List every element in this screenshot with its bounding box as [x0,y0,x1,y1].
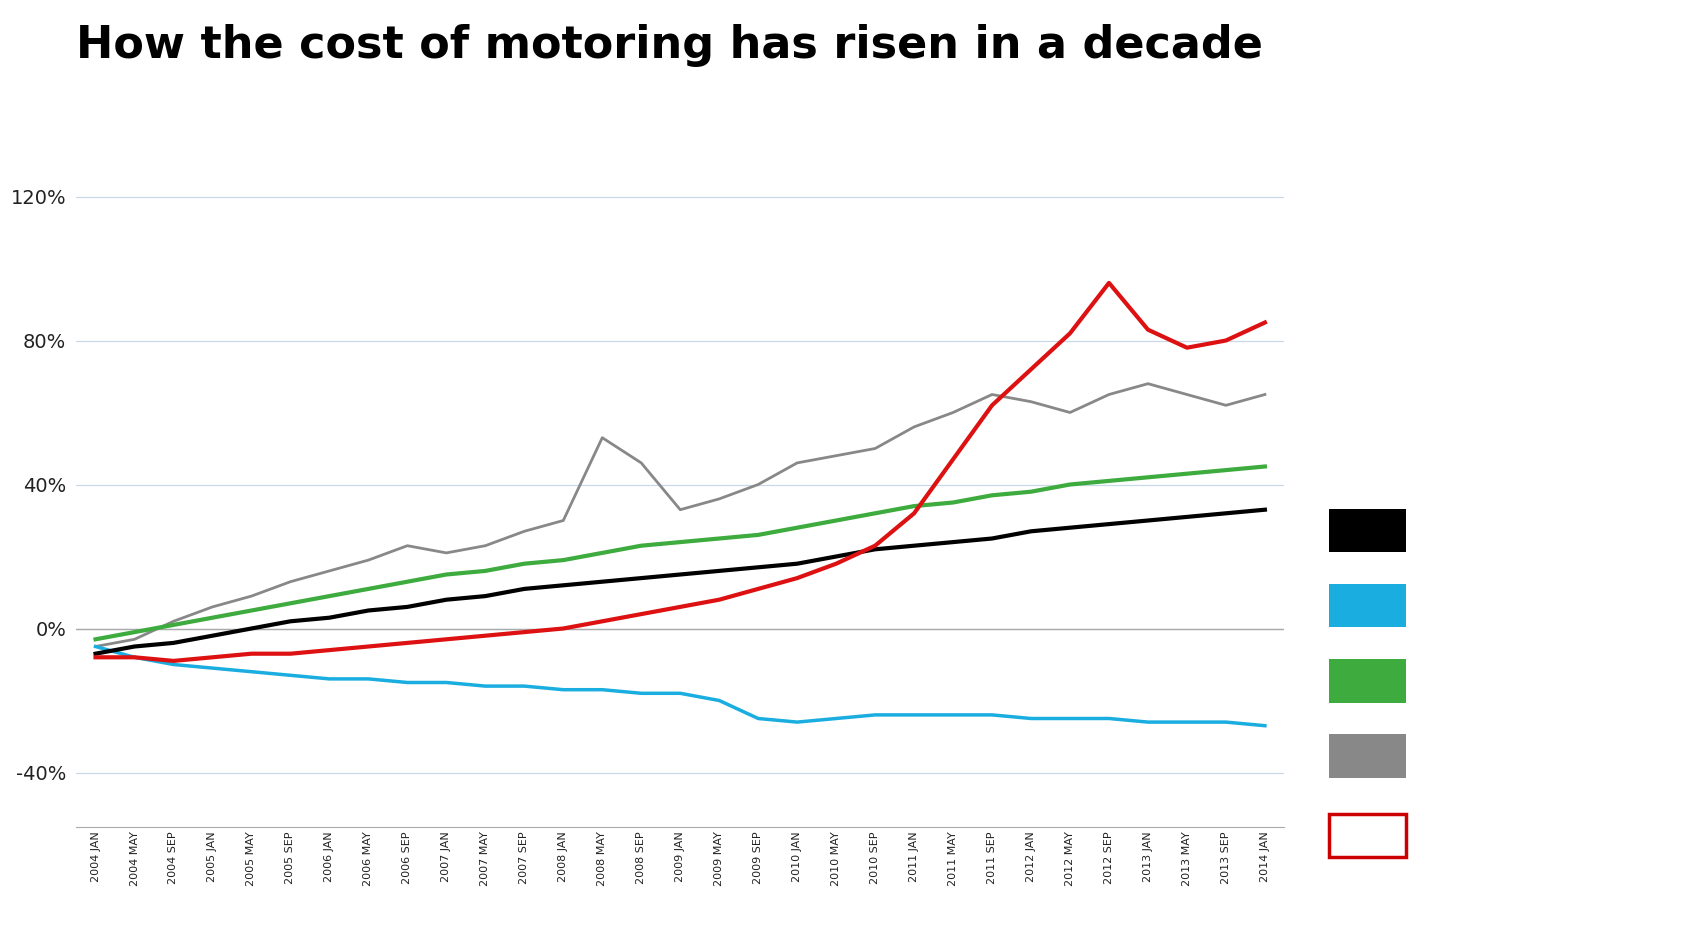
Text: Cost of living: Cost of living [1429,522,1551,540]
Bar [1328,734,1405,778]
Text: Tax and
insurance: Tax and insurance [1429,816,1520,855]
Text: Maintenance: Maintenance [1429,672,1549,690]
Bar [1328,814,1405,857]
Bar [1328,659,1405,703]
Text: USING  data provided
by the ONS, the RAC
Foundation has plotte
motoring costs ov: USING data provided by the ONS, the RAC … [1328,125,1507,324]
Bar [1328,508,1405,552]
Text: Key: Key [1336,67,1410,102]
Text: Petrol and oil: Petrol and oil [1429,747,1554,765]
Text: How the cost of motoring has risen in a decade: How the cost of motoring has risen in a … [76,24,1262,66]
Bar [1328,584,1405,627]
Text: Purchase: Purchase [1429,597,1513,615]
